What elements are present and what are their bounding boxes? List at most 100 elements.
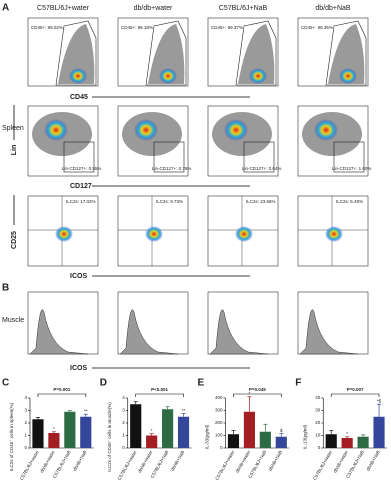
p-value: P=0.001	[53, 387, 70, 392]
row-label: Muscle	[2, 317, 24, 324]
density	[159, 68, 177, 84]
y-tick-label: 0	[122, 445, 125, 450]
axis-label: ICOS	[70, 365, 87, 372]
bar	[243, 411, 255, 448]
axis-arrows	[13, 96, 250, 369]
y-tick-label: 200	[215, 420, 223, 425]
bar	[259, 431, 271, 448]
p-bracket	[330, 393, 380, 397]
density	[145, 226, 163, 242]
y-tick-label: 4	[24, 395, 27, 400]
group-header: C57BL/6J+water	[37, 5, 90, 12]
panel-label: E	[198, 378, 205, 389]
p-value: P=0.007	[347, 387, 364, 392]
x-tick-label: C57BL/6J+water	[117, 449, 138, 481]
y-tick-label: 1	[122, 433, 125, 438]
bar	[357, 436, 369, 448]
bar	[275, 436, 287, 448]
gate-label: Lin-CD127+: 0.55%	[62, 166, 101, 171]
density	[314, 119, 338, 141]
y-tick-label: 0	[24, 445, 27, 450]
significance: **	[182, 408, 186, 413]
y-tick-label: 2	[24, 420, 27, 425]
gate-label: ILC2s: 17.02%	[66, 199, 96, 204]
x-tick-label: db/db+water	[235, 449, 252, 473]
bar	[162, 409, 174, 448]
y-tick-label: 100	[215, 433, 223, 438]
bar	[341, 438, 353, 448]
axis-label: Lin	[11, 145, 18, 156]
x-tick-label: db/db+NaB	[365, 450, 381, 472]
x-tick-label: C57BL/6J+water	[214, 449, 235, 481]
y-tick-label: 20	[315, 420, 321, 425]
y-tick-label: 30	[315, 408, 321, 413]
y-axis-label: ILC2s of CD45⁺ cells in spleen(%)	[9, 402, 14, 471]
p-value: P=0.045	[249, 387, 266, 392]
y-tick-label: 10	[315, 433, 321, 438]
histogram	[299, 309, 359, 355]
significance: *	[53, 426, 55, 431]
x-tick-label: C57BL/6J+NaB	[345, 450, 365, 479]
density	[134, 119, 158, 141]
gate	[333, 141, 365, 173]
gate	[145, 20, 187, 86]
x-tick-label: C57BL/6J+water	[19, 449, 40, 481]
p-value: P<0.001	[151, 387, 168, 392]
x-tick-label: db/db+NaB	[170, 450, 186, 472]
significance: $	[280, 428, 283, 433]
panel-label: C	[2, 378, 9, 389]
y-tick-label: 0	[220, 445, 223, 450]
gate	[235, 20, 277, 86]
y-axis-label: ILC2s of CD45⁺ cells in muscle(%)	[107, 402, 112, 472]
gate-label: CD45+: 98.18%	[121, 25, 153, 30]
y-tick-label: 3	[122, 408, 125, 413]
bar	[48, 433, 60, 448]
density	[325, 226, 343, 242]
bar	[227, 434, 240, 448]
gate-label: ILC2s: 5.49%	[336, 199, 363, 204]
gate	[325, 20, 367, 86]
group-header: C57BL/6J+NaB	[219, 5, 268, 12]
y-tick-label: 2	[122, 420, 125, 425]
x-tick-label: C57BL/6J+NaB	[247, 450, 267, 479]
group-header: db/db+water	[134, 5, 173, 12]
x-tick-label: C57BL/6J+NaB	[52, 450, 72, 479]
gate-label: CD45+: 99.35%	[301, 25, 333, 30]
bar	[325, 434, 337, 448]
row-label: Spleen	[2, 125, 24, 132]
significance: **	[84, 408, 88, 413]
x-tick-label: db/db+water	[39, 449, 56, 473]
y-axis-label: IL-33(pg/ml)	[205, 424, 210, 449]
density	[44, 119, 68, 141]
y-tick-label: 300	[215, 408, 223, 413]
y-tick-label: 3	[24, 408, 27, 413]
bar	[177, 416, 190, 448]
y-tick-label: 40	[315, 395, 321, 400]
p-bracket	[135, 393, 184, 397]
y-tick-label: 0	[318, 445, 321, 450]
p-bracket	[233, 393, 282, 397]
density	[224, 119, 248, 141]
significance: *$	[377, 398, 382, 403]
density	[69, 68, 87, 84]
gate	[243, 141, 275, 173]
x-tick-label: db/db+water	[137, 449, 154, 473]
density	[249, 68, 267, 84]
y-tick-label: 1	[24, 433, 27, 438]
cell-cloud	[58, 24, 95, 84]
cell-cloud	[238, 24, 275, 84]
x-tick-label: db/db+water	[332, 449, 349, 473]
gate-label: ILC2s: 23.66%	[246, 199, 276, 204]
panel-label: B	[2, 283, 9, 294]
y-axis-label: IL-13(pg/ml)	[302, 424, 307, 449]
group-header: db/db+NaB	[315, 5, 351, 12]
axis-label: CD127	[70, 183, 92, 190]
axis-label: CD45	[70, 94, 88, 101]
bar	[80, 416, 92, 448]
x-tick-label: db/db+NaB	[72, 450, 88, 472]
gate	[55, 20, 97, 86]
cell-cloud	[328, 24, 365, 84]
y-tick-label: 400	[215, 395, 223, 400]
p-bracket	[37, 393, 87, 397]
